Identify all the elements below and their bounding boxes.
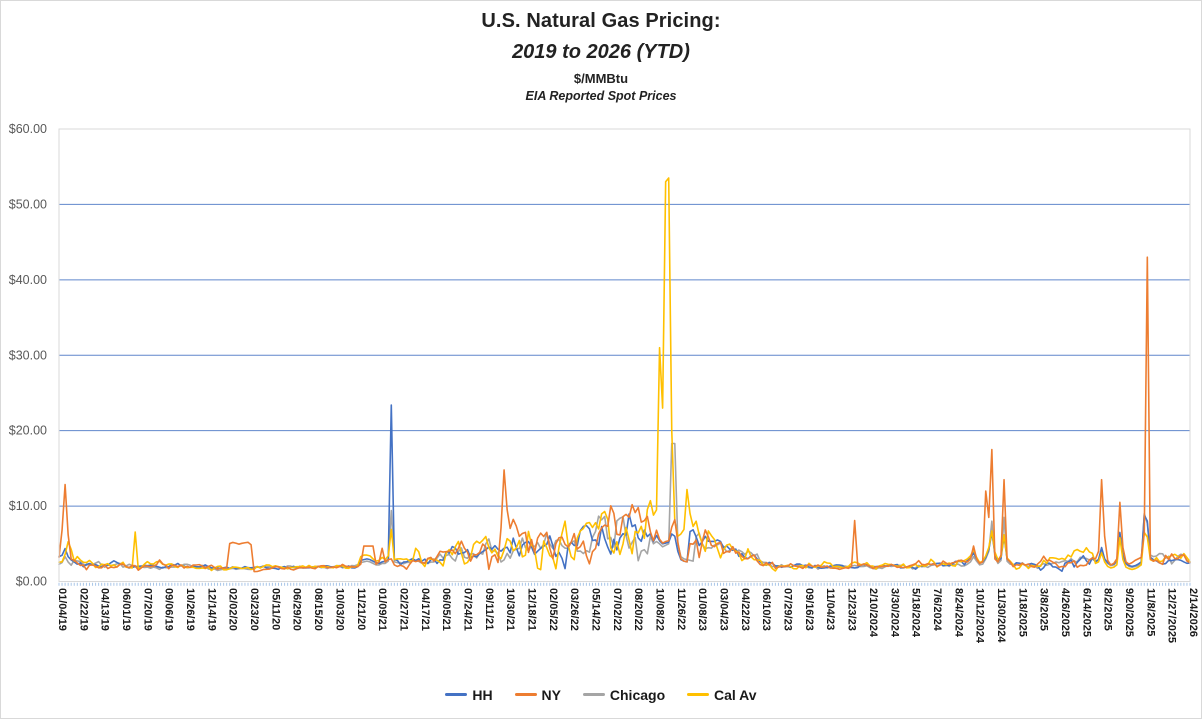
svg-text:$60.00: $60.00: [9, 122, 47, 136]
svg-text:4/26/2025: 4/26/2025: [1059, 588, 1071, 637]
svg-text:10/30/21: 10/30/21: [504, 588, 516, 631]
svg-text:10/03/20: 10/03/20: [333, 588, 345, 631]
svg-text:8/24/2024: 8/24/2024: [952, 588, 964, 638]
svg-text:04/13/19: 04/13/19: [99, 588, 111, 631]
svg-text:05/14/22: 05/14/22: [589, 588, 601, 631]
svg-text:06/10/23: 06/10/23: [760, 588, 772, 631]
svg-text:3/30/2024: 3/30/2024: [888, 588, 900, 638]
svg-text:$50.00: $50.00: [9, 197, 47, 211]
svg-text:11/26/22: 11/26/22: [675, 588, 687, 630]
svg-text:09/06/19: 09/06/19: [163, 588, 175, 631]
svg-text:11/30/2024: 11/30/2024: [995, 588, 1007, 643]
svg-text:$0.00: $0.00: [16, 575, 47, 589]
svg-text:3/8/2025: 3/8/2025: [1038, 588, 1050, 631]
svg-text:$40.00: $40.00: [9, 273, 47, 287]
svg-text:03/26/22: 03/26/22: [568, 588, 580, 631]
svg-text:11/21/20: 11/21/20: [355, 588, 367, 630]
svg-text:10/26/19: 10/26/19: [184, 588, 196, 631]
svg-text:03/23/20: 03/23/20: [248, 588, 260, 631]
svg-text:07/02/22: 07/02/22: [611, 588, 623, 631]
svg-text:1/18/2025: 1/18/2025: [1016, 588, 1028, 637]
svg-text:12/27/2025: 12/27/2025: [1166, 588, 1178, 643]
svg-text:02/02/20: 02/02/20: [227, 588, 239, 631]
svg-text:12/14/19: 12/14/19: [205, 588, 217, 631]
svg-text:9/20/2025: 9/20/2025: [1123, 588, 1135, 637]
svg-text:06/01/19: 06/01/19: [120, 588, 132, 631]
svg-text:$30.00: $30.00: [9, 348, 47, 362]
svg-text:03/04/23: 03/04/23: [718, 588, 730, 631]
svg-text:02/05/22: 02/05/22: [547, 588, 559, 631]
svg-text:7/6/2024: 7/6/2024: [931, 588, 943, 632]
svg-text:6/14/2025: 6/14/2025: [1080, 588, 1092, 637]
svg-text:02/22/19: 02/22/19: [77, 588, 89, 631]
svg-text:10/08/22: 10/08/22: [654, 588, 666, 631]
svg-text:07/29/23: 07/29/23: [782, 588, 794, 631]
svg-text:10/12/2024: 10/12/2024: [974, 588, 986, 644]
svg-text:11/8/2025: 11/8/2025: [1144, 588, 1156, 636]
svg-text:04/22/23: 04/22/23: [739, 588, 751, 631]
svg-text:06/29/20: 06/29/20: [291, 588, 303, 631]
svg-text:12/23/23: 12/23/23: [846, 588, 858, 631]
svg-text:06/05/21: 06/05/21: [440, 588, 452, 631]
svg-text:08/15/20: 08/15/20: [312, 588, 324, 631]
svg-text:$10.00: $10.00: [9, 499, 47, 513]
svg-text:5/18/2024: 5/18/2024: [910, 588, 922, 638]
svg-text:09/16/23: 09/16/23: [803, 588, 815, 631]
svg-text:04/17/21: 04/17/21: [419, 588, 431, 631]
svg-text:09/11/21: 09/11/21: [483, 588, 495, 630]
svg-text:8/2/2025: 8/2/2025: [1102, 588, 1114, 631]
svg-text:07/20/19: 07/20/19: [141, 588, 153, 631]
svg-text:02/27/21: 02/27/21: [397, 588, 409, 631]
svg-text:01/04/19: 01/04/19: [56, 588, 68, 631]
svg-text:11/04/23: 11/04/23: [824, 588, 836, 630]
svg-text:07/24/21: 07/24/21: [461, 588, 473, 631]
svg-text:12/18/21: 12/18/21: [525, 588, 537, 631]
svg-text:08/20/22: 08/20/22: [632, 588, 644, 631]
svg-text:2/10/2024: 2/10/2024: [867, 588, 879, 638]
svg-text:01/08/23: 01/08/23: [696, 588, 708, 631]
svg-text:2/14/2026: 2/14/2026: [1187, 588, 1199, 637]
svg-text:05/11/20: 05/11/20: [269, 588, 281, 630]
svg-text:$20.00: $20.00: [9, 424, 47, 438]
svg-text:01/09/21: 01/09/21: [376, 588, 388, 631]
